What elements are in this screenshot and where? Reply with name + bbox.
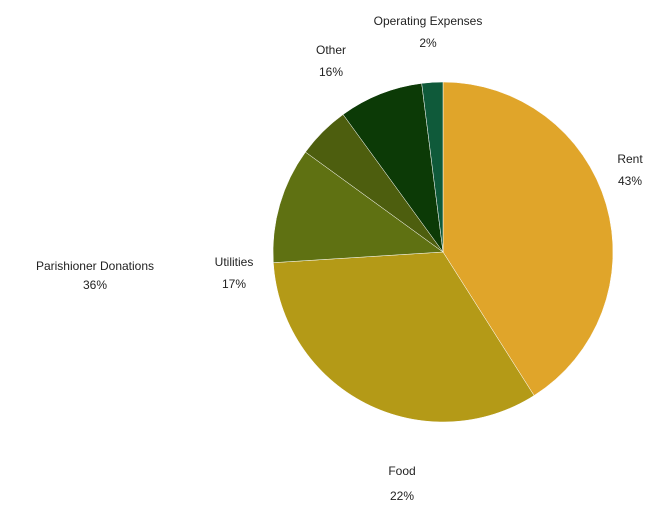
label-other: Other 16% <box>316 43 346 79</box>
label-parishioner-donations-name: Parishioner Donations <box>36 259 154 273</box>
label-operating-expenses-value: 2% <box>419 36 437 50</box>
label-operating-expenses-name: Operating Expenses <box>374 14 483 28</box>
label-utilities-name: Utilities <box>215 255 254 269</box>
pie-wedges <box>272 81 614 423</box>
pie-slice-utilities <box>272 151 444 263</box>
label-parishioner-donations-value: 36% <box>83 278 107 292</box>
label-utilities-value: 17% <box>222 277 246 291</box>
label-other-value: 16% <box>319 65 343 79</box>
label-operating-expenses: Operating Expenses 2% <box>374 14 483 50</box>
pie-slice-rent <box>442 81 614 396</box>
label-food: Food 22% <box>388 464 415 503</box>
label-other-name: Other <box>316 43 346 57</box>
label-food-name: Food <box>388 464 415 478</box>
pie-slice-operating-expenses <box>421 81 444 253</box>
label-rent-name: Rent <box>617 152 643 166</box>
label-parishioner-donations: Parishioner Donations 36% <box>36 259 154 292</box>
pie-slice-food <box>273 251 535 423</box>
label-utilities: Utilities 17% <box>215 255 254 291</box>
label-rent: Rent 43% <box>617 152 643 188</box>
label-rent-value: 43% <box>618 174 642 188</box>
label-food-value: 22% <box>390 489 414 503</box>
